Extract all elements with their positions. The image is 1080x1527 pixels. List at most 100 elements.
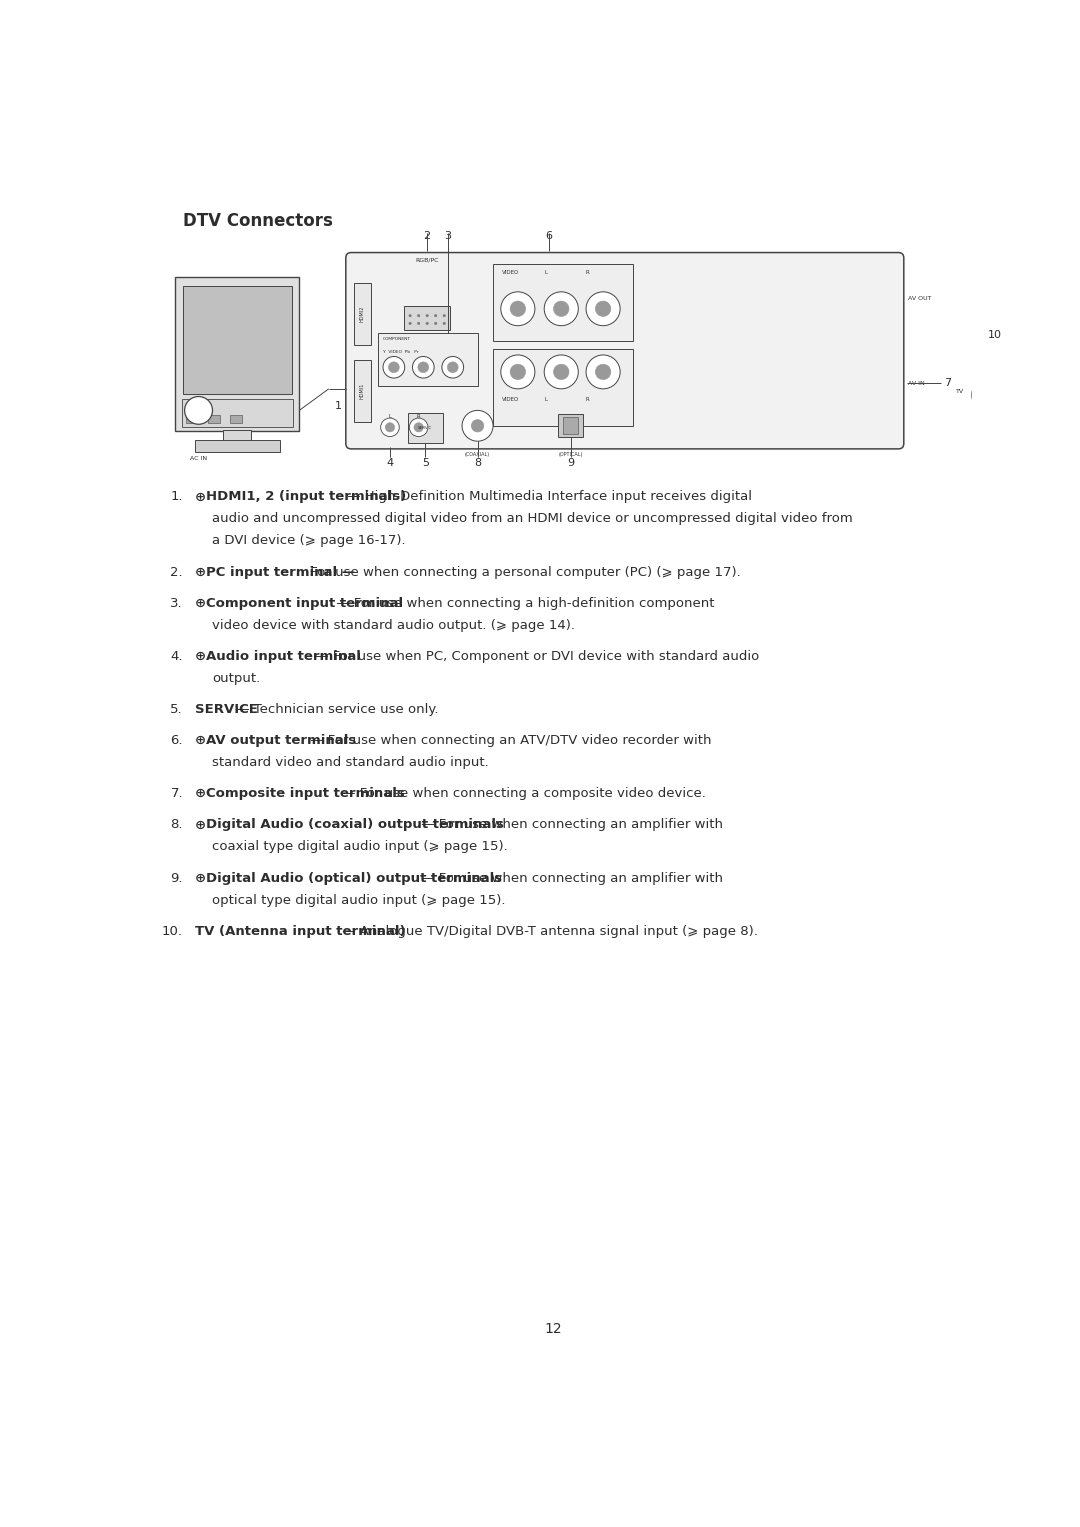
Circle shape	[434, 322, 437, 325]
Text: L: L	[389, 414, 391, 420]
Text: — For use when connecting an amplifier with: — For use when connecting an amplifier w…	[417, 818, 723, 832]
Circle shape	[417, 322, 420, 325]
Bar	[194, 440, 280, 452]
Circle shape	[413, 356, 434, 379]
Text: ⊕: ⊕	[195, 597, 212, 609]
Circle shape	[434, 315, 437, 318]
Text: Component input terminal: Component input terminal	[206, 597, 403, 609]
Text: — For use when connecting a high-definition component: — For use when connecting a high-definit…	[333, 597, 715, 609]
Circle shape	[510, 365, 526, 380]
FancyBboxPatch shape	[346, 252, 904, 449]
Circle shape	[462, 411, 494, 441]
Text: ⊕: ⊕	[195, 788, 212, 800]
Text: Y  VIDEO  Pb   Pr: Y VIDEO Pb Pr	[383, 350, 419, 354]
Text: optical type digital audio input (⩾ page 15).: optical type digital audio input (⩾ page…	[213, 893, 507, 907]
Text: 10: 10	[988, 330, 1002, 339]
Bar	[224, 429, 252, 441]
Circle shape	[409, 315, 411, 318]
Text: DTV Connectors: DTV Connectors	[183, 212, 333, 229]
Text: 12: 12	[544, 1322, 563, 1336]
Text: 7.: 7.	[171, 788, 183, 800]
Text: L: L	[544, 397, 548, 402]
Text: coaxial type digital audio input (⩾ page 15).: coaxial type digital audio input (⩾ page…	[213, 840, 509, 854]
Circle shape	[554, 301, 569, 316]
Circle shape	[986, 386, 1004, 405]
Circle shape	[510, 301, 526, 316]
Text: AV OUT: AV OUT	[908, 296, 932, 301]
Circle shape	[501, 292, 535, 325]
Text: RGB/PC: RGB/PC	[416, 257, 438, 263]
Bar	[230, 415, 242, 423]
Text: TV (Antenna input terminal): TV (Antenna input terminal)	[195, 925, 406, 938]
Text: Composite input terminals: Composite input terminals	[206, 788, 405, 800]
Circle shape	[447, 362, 458, 373]
Circle shape	[426, 315, 429, 318]
Text: ⊕: ⊕	[195, 565, 212, 579]
Circle shape	[185, 397, 213, 425]
Bar	[378, 333, 477, 386]
Text: ⊕: ⊕	[195, 818, 212, 832]
Text: ⊕: ⊕	[195, 651, 212, 663]
Text: — Analogue TV/Digital DVB-T antenna signal input (⩾ page 8).: — Analogue TV/Digital DVB-T antenna sign…	[338, 925, 757, 938]
Circle shape	[595, 301, 611, 316]
Text: — For use when PC, Component or DVI device with standard audio: — For use when PC, Component or DVI devi…	[311, 651, 759, 663]
Text: 9: 9	[567, 458, 575, 469]
Text: Digital Audio (coaxial) output terminals: Digital Audio (coaxial) output terminals	[206, 818, 504, 832]
Text: 7: 7	[944, 379, 951, 388]
Text: 4: 4	[387, 458, 393, 469]
Circle shape	[442, 356, 463, 379]
Text: — For use when connecting a composite video device.: — For use when connecting a composite vi…	[338, 788, 705, 800]
Text: 8.: 8.	[171, 818, 183, 832]
Circle shape	[426, 322, 429, 325]
Text: standard video and standard audio input.: standard video and standard audio input.	[213, 756, 489, 770]
Text: 10.: 10.	[162, 925, 183, 938]
Text: — High-Definition Multimedia Interface input receives digital: — High-Definition Multimedia Interface i…	[343, 490, 752, 504]
Text: Audio input terminal: Audio input terminal	[206, 651, 361, 663]
Bar	[186, 415, 199, 423]
Circle shape	[418, 362, 429, 373]
Text: ⊕: ⊕	[195, 734, 212, 747]
Circle shape	[544, 354, 578, 389]
Text: 4.: 4.	[171, 651, 183, 663]
Text: R: R	[585, 270, 590, 275]
Circle shape	[501, 354, 535, 389]
FancyBboxPatch shape	[191, 402, 206, 418]
Text: (COAXIAL): (COAXIAL)	[465, 452, 490, 457]
Text: a DVI device (⩾ page 16-17).: a DVI device (⩾ page 16-17).	[213, 534, 406, 547]
Circle shape	[972, 373, 1018, 418]
Bar	[558, 414, 583, 437]
Bar	[494, 264, 633, 341]
Bar	[404, 307, 450, 330]
Circle shape	[389, 362, 400, 373]
Text: SERV.C: SERV.C	[418, 426, 432, 431]
Text: AC IN: AC IN	[190, 457, 207, 461]
Text: TV: TV	[956, 389, 964, 394]
Bar	[181, 399, 293, 426]
Text: PC input terminal —: PC input terminal —	[206, 565, 355, 579]
Text: audio and uncompressed digital video from an HDMI device or uncompressed digital: audio and uncompressed digital video fro…	[213, 513, 853, 525]
Circle shape	[443, 322, 445, 325]
Text: 2.: 2.	[171, 565, 183, 579]
Text: (OPTICAL): (OPTICAL)	[558, 452, 583, 457]
Text: — Technician service use only.: — Technician service use only.	[232, 702, 438, 716]
Text: R: R	[585, 397, 590, 402]
Bar	[207, 415, 220, 423]
Text: 5.: 5.	[171, 702, 183, 716]
Circle shape	[417, 315, 420, 318]
Text: Digital Audio (optical) output terminals: Digital Audio (optical) output terminals	[206, 872, 502, 884]
Text: 6: 6	[545, 231, 552, 241]
Bar	[408, 414, 443, 443]
Circle shape	[554, 365, 569, 380]
Circle shape	[544, 292, 578, 325]
Text: For use when connecting a personal computer (PC) (⩾ page 17).: For use when connecting a personal compu…	[306, 565, 741, 579]
Text: R: R	[417, 414, 420, 420]
Bar	[563, 417, 578, 434]
Text: ⊕: ⊕	[195, 490, 212, 504]
Text: AV IN: AV IN	[908, 380, 926, 386]
Text: HDMI1: HDMI1	[360, 383, 365, 400]
Text: 1: 1	[335, 402, 341, 411]
Text: 5: 5	[421, 458, 429, 469]
Circle shape	[380, 418, 400, 437]
Text: VIDEO: VIDEO	[502, 270, 519, 275]
Bar	[353, 360, 370, 421]
